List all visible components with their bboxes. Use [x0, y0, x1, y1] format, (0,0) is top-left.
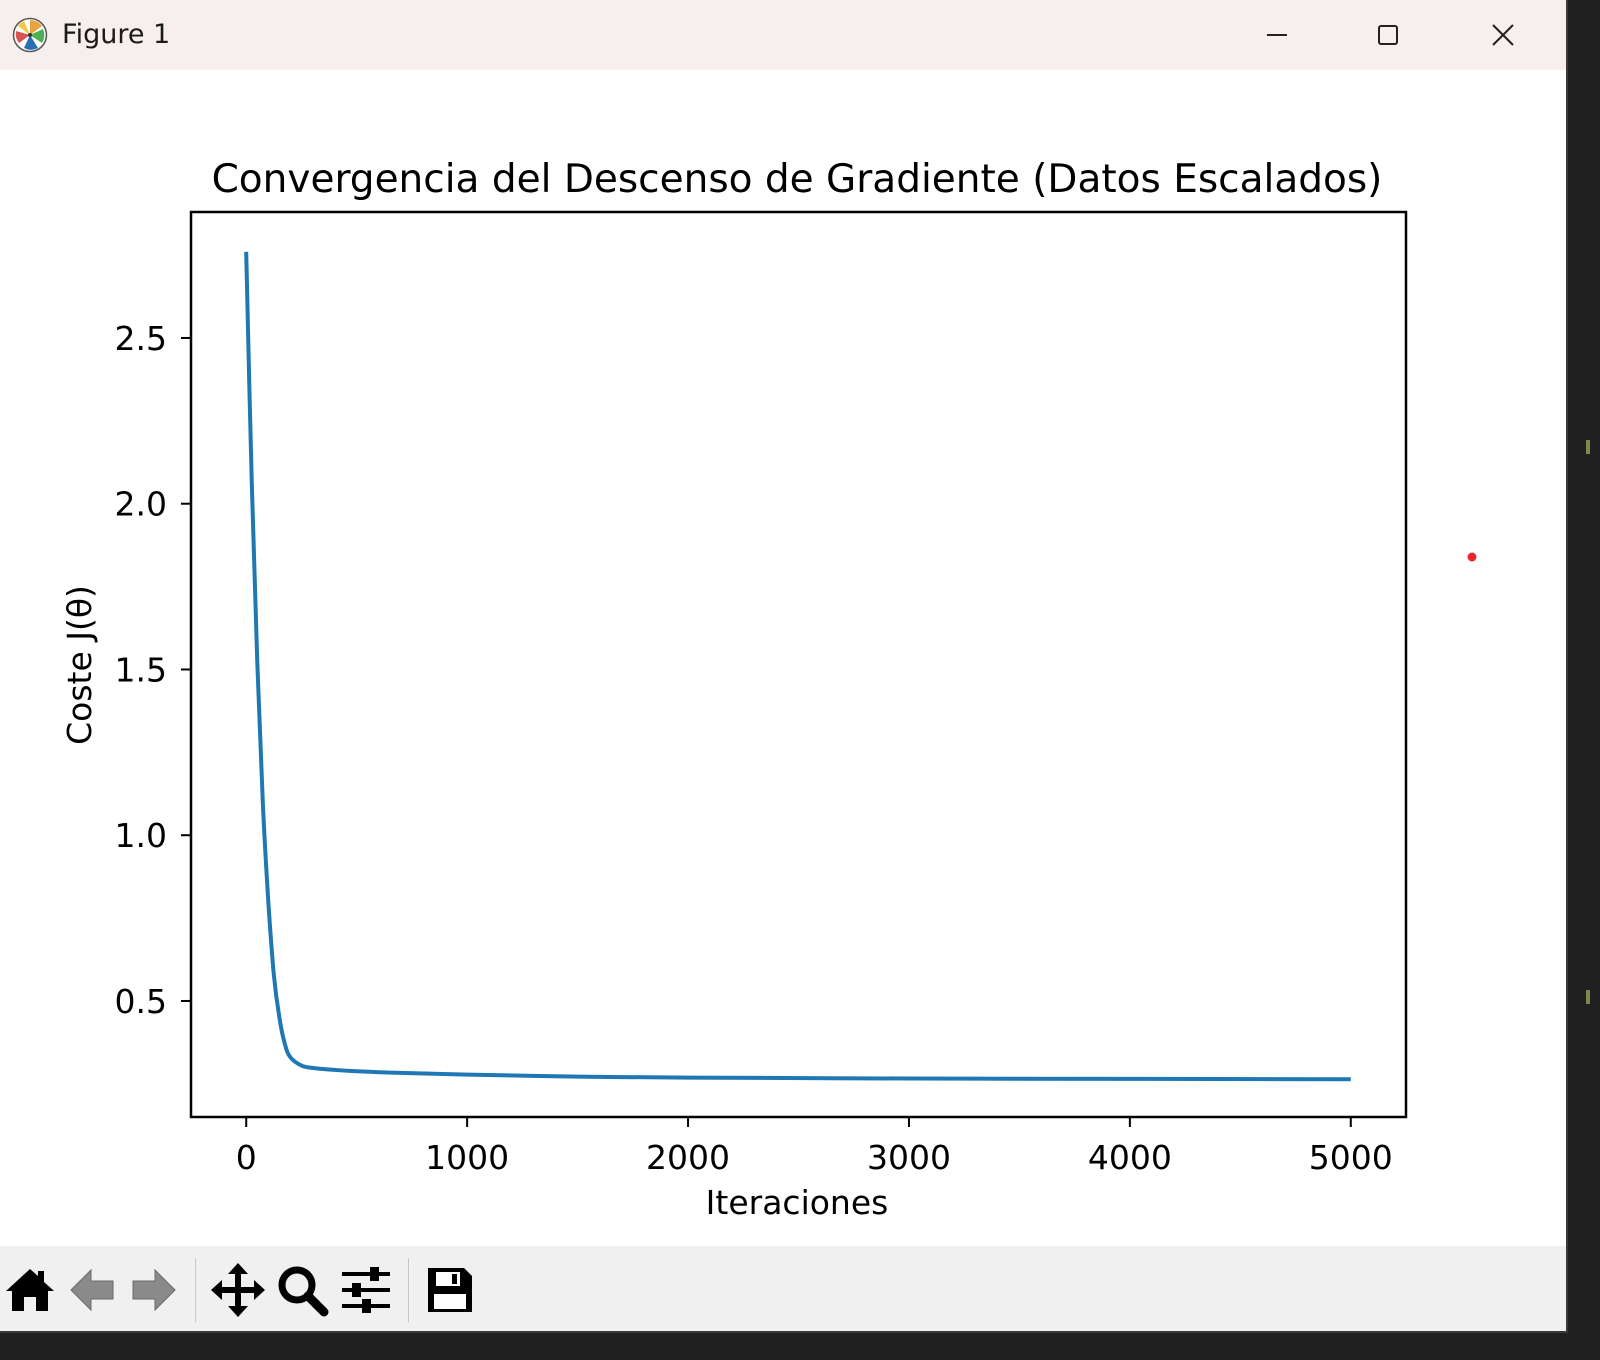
- navigation-toolbar: [0, 1246, 1566, 1331]
- home-button[interactable]: [0, 1262, 60, 1318]
- window-title: Figure 1: [62, 19, 171, 50]
- cost-series-line: [244, 251, 1351, 1082]
- save-button[interactable]: [420, 1262, 480, 1318]
- minimize-button[interactable]: [1222, 0, 1332, 70]
- y-axis: 0.5 1.0 1.5 2.0 2.5: [115, 319, 191, 1021]
- x-tick-label: 0: [236, 1138, 257, 1177]
- chart-title: Convergencia del Descenso de Gradiente (…: [212, 157, 1383, 202]
- sliders-icon: [342, 1267, 390, 1313]
- floppy-disk-icon: [428, 1268, 472, 1312]
- x-axis: 0 1000 2000 3000 4000 5000: [236, 1117, 1393, 1177]
- pan-button[interactable]: [208, 1262, 268, 1318]
- close-button[interactable]: [1448, 0, 1558, 70]
- y-tick-label: 1.0: [115, 816, 167, 855]
- x-tick-label: 1000: [425, 1138, 509, 1177]
- configure-subplots-button[interactable]: [336, 1262, 396, 1318]
- back-button[interactable]: [62, 1262, 122, 1318]
- maximize-icon: [1378, 25, 1398, 45]
- arrow-right-icon: [132, 1268, 176, 1312]
- maximize-button[interactable]: [1333, 0, 1443, 70]
- toolbar-separator: [195, 1258, 196, 1322]
- toolbar-separator: [408, 1258, 409, 1322]
- arrow-left-icon: [70, 1268, 114, 1312]
- magnifier-icon: [278, 1266, 329, 1317]
- x-axis-label: Iteraciones: [706, 1183, 889, 1222]
- close-icon: [1492, 24, 1514, 46]
- background-window-fragment: [1586, 440, 1590, 454]
- forward-button[interactable]: [124, 1262, 184, 1318]
- y-tick-label: 2.5: [115, 319, 167, 358]
- line-chart: Convergencia del Descenso de Gradiente (…: [60, 157, 1477, 1222]
- plot-area-frame: [189, 210, 1408, 1119]
- cursor-dot-marker: [1467, 552, 1477, 562]
- x-tick-label: 3000: [867, 1138, 951, 1177]
- minimize-icon: [1267, 34, 1287, 36]
- title-bar[interactable]: Figure 1: [0, 0, 1566, 70]
- zoom-button[interactable]: [272, 1262, 332, 1318]
- y-axis-label: Coste J(θ): [60, 585, 99, 745]
- home-icon: [6, 1269, 54, 1311]
- x-tick-label: 4000: [1088, 1138, 1172, 1177]
- move-icon: [211, 1263, 265, 1317]
- figure-canvas[interactable]: Convergencia del Descenso de Gradiente (…: [0, 70, 1566, 1246]
- y-tick-label: 0.5: [115, 982, 167, 1021]
- y-tick-label: 1.5: [115, 650, 167, 689]
- x-tick-label: 5000: [1309, 1138, 1393, 1177]
- y-tick-label: 2.0: [115, 485, 167, 524]
- matplotlib-logo-icon: [12, 17, 48, 53]
- background-window-fragment: [1586, 990, 1590, 1004]
- x-tick-label: 2000: [646, 1138, 730, 1177]
- figure-window: Figure 1 Convergencia del Descenso de Gr…: [0, 0, 1568, 1333]
